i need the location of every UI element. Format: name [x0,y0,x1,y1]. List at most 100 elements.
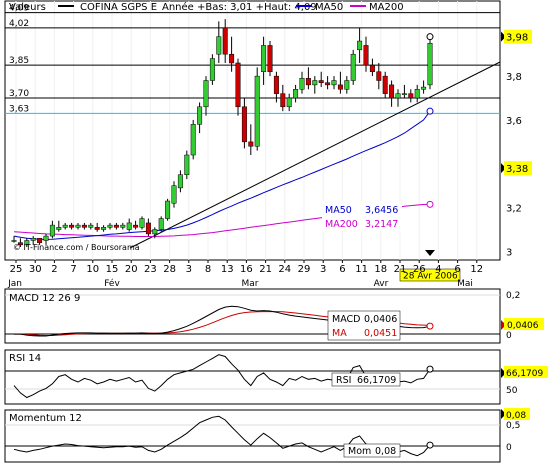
candle-body [37,238,43,243]
macd-marker-icon [501,320,506,330]
level-label: 3,63 [9,104,29,114]
date-marker-icon [425,250,435,256]
candle-body [337,84,343,90]
candle-body [376,71,382,81]
candle-body [401,93,407,95]
x-month-label: Avr [374,279,389,289]
candle-body [408,93,414,99]
x-month-label: Fév [104,278,120,289]
candle-body [75,224,81,228]
watermark: © IT-Finance.com / Boursorama [13,243,140,252]
date-label: 28 Avr 2006 [403,272,458,282]
candle-body [145,222,151,235]
candle-body [139,218,145,228]
momentum-value-box [343,443,401,458]
candle-body [318,80,324,83]
x-month-label: Mar [242,279,259,289]
price-end-marker [426,33,434,41]
x-tick-label: 15 [106,264,119,275]
rsi-label: RSI [336,375,351,386]
candle-body [222,27,228,55]
right-axis: 3,8 3,6 3,2 3 3,98 3,38 [501,29,532,258]
level-label: 3,70 [9,89,29,99]
candle-body [267,45,273,72]
price-levels: 4,09 4,02 3,85 3,70 3,63 [5,4,500,114]
candle-body [344,80,350,90]
x-tick-label: 6 [454,264,460,275]
macd-title: MACD 12 26 9 [9,293,80,304]
momentum-title: Momentum 12 [9,413,82,424]
ma-box-ma200-label: MA200 [325,219,358,230]
x-tick-label: 13 [221,264,234,275]
candle-body [56,227,62,230]
x-tick-label: 11 [355,264,368,275]
candle-body [357,40,363,51]
x-tick-label: 8 [205,264,211,275]
price-highlight: 3,38 [506,164,528,175]
x-tick-label: 4 [435,264,441,275]
momentum-label: Mom [348,446,371,457]
x-month-label: Mai [457,279,473,289]
momentum-highlight-box [504,408,530,420]
right-axis-tick: 3 [506,247,512,258]
x-tick-label: 30 [29,264,42,275]
candle-body [107,224,113,228]
momentum-panel [4,409,501,463]
candle-body [152,229,158,235]
candle-body [49,224,55,237]
momentum-line [13,415,431,457]
price-highlight-box [504,29,532,44]
price-marker-icon [501,31,506,42]
trend-line [129,61,501,249]
candle-body [369,64,375,72]
macd-value-box [327,310,401,341]
candle-body [24,240,30,246]
x-tick-label: 10 [86,264,99,275]
x-tick-label: 12 [470,264,483,275]
candle-body [81,224,87,228]
candle-body [261,45,267,72]
macd-axis-zero: 0 [506,331,512,341]
candle-body [312,80,318,86]
ma-box-ma50-value: 3,6456 [365,205,398,216]
momentum-marker-icon [501,409,506,419]
candle-body [299,78,305,90]
ma50-line [13,110,431,240]
candle-body [305,78,311,86]
candle-body [331,80,337,86]
x-tick-label: 18 [374,264,387,275]
x-tick-label: 28 [163,264,176,275]
x-axis: 25 30 2 7 10 15 20 23 28 3 8 13 16 21 24 29 3 6 11 18 21 26 4 6… [7,260,483,289]
rsi-value-box [331,372,401,387]
rsi-panel [4,349,501,405]
x-tick-label: 20 [125,264,138,275]
candle-body [126,222,132,230]
candle-body [30,238,36,241]
candle-body [43,235,49,241]
candle-body [363,45,369,66]
ma-box-ma50-label: MA50 [325,205,352,216]
x-tick-label: 26 [413,264,426,275]
rsi-value: 66,1709 [357,375,396,386]
right-axis-tick: 3,6 [506,116,522,127]
candle-body [171,185,177,204]
right-axis-tick: 3,2 [506,204,522,215]
rsi-end-marker [426,365,434,373]
macd-highlight-box [504,318,544,330]
candle-body [209,58,215,81]
rsi-axis-50: 50 [506,386,518,396]
macd-label: MACD [332,314,360,325]
candle-body [62,224,68,228]
momentum-end-marker [426,441,434,449]
candle-body [248,141,254,147]
level-label: 4,02 [9,19,29,29]
x-tick-label: 2 [51,264,57,275]
valeurs-label: Valeurs [9,2,46,13]
candle-body [254,75,260,147]
candle-body [197,106,203,125]
candle-body [241,106,247,143]
candle-body [395,93,401,99]
candle-body [17,242,23,246]
